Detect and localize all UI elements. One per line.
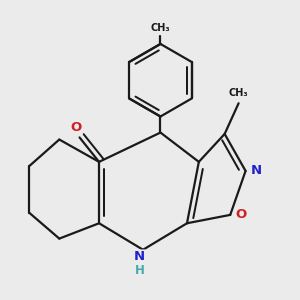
Text: H: H: [135, 264, 145, 277]
Text: O: O: [236, 208, 247, 221]
Text: CH₃: CH₃: [229, 88, 248, 98]
Text: N: N: [250, 164, 262, 177]
Text: N: N: [134, 250, 145, 263]
Text: CH₃: CH₃: [151, 23, 170, 33]
Text: O: O: [70, 121, 82, 134]
